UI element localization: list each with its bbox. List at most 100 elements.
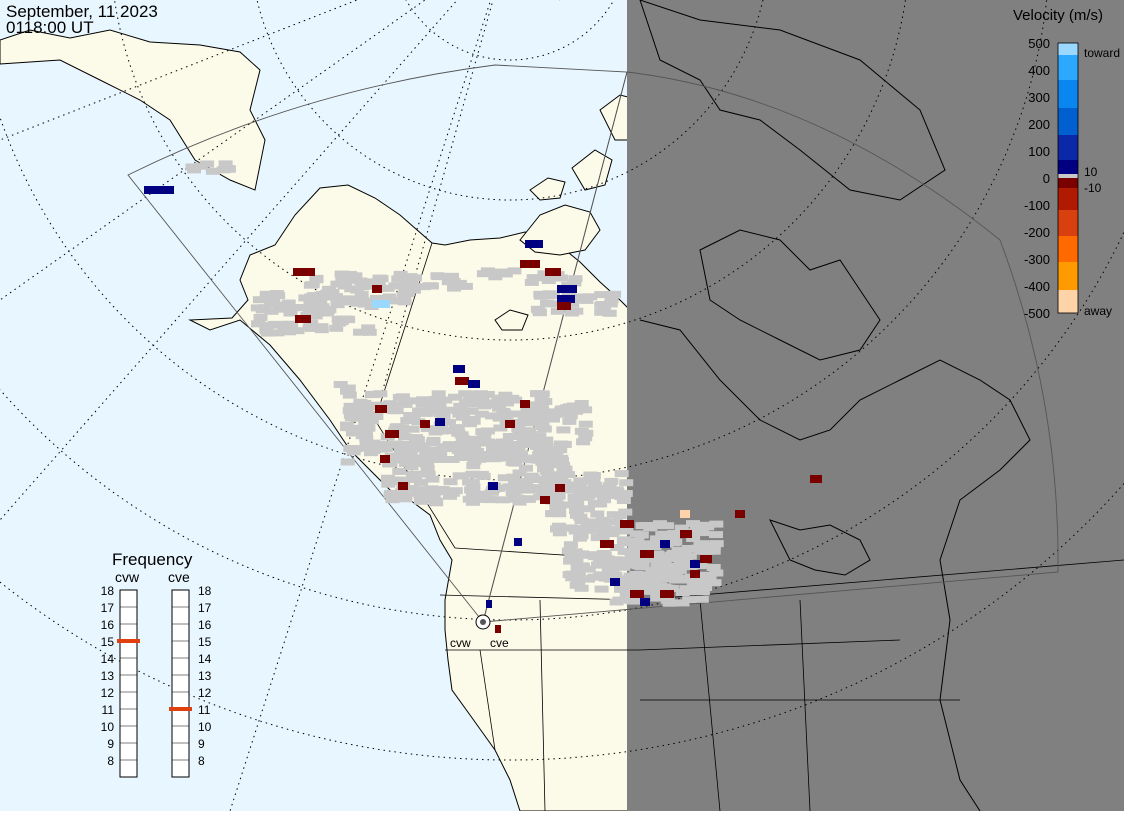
ground-scatter-cell	[376, 442, 391, 450]
ground-scatter-cell	[522, 441, 537, 448]
ground-scatter-cell	[384, 452, 399, 460]
ground-scatter-cell	[530, 406, 545, 414]
ground-scatter-cell	[408, 397, 422, 405]
ground-scatter-cell	[630, 580, 645, 588]
ground-scatter-cell	[185, 163, 200, 171]
velocity-legend: Velocity (m/s) 500 400 300 200 100 0 -100 -200 -…	[1013, 7, 1120, 321]
ground-scatter-cell	[706, 564, 721, 571]
ground-scatter-cell	[264, 307, 279, 315]
velocity-cell	[680, 530, 692, 538]
ground-scatter-cell	[522, 427, 536, 435]
ground-scatter-cell	[452, 279, 467, 287]
ground-scatter-cell	[393, 270, 408, 278]
ground-scatter-cell	[290, 327, 305, 335]
cve-fov	[482, 71, 1059, 623]
ground-scatter-cell	[674, 547, 689, 555]
ground-scatter-cell	[374, 275, 389, 283]
ground-scatter-cell	[523, 484, 538, 492]
velocity-cell	[735, 510, 745, 518]
ground-scatter-cell	[351, 408, 366, 415]
ground-scatter-cell	[532, 441, 547, 449]
ground-scatter-cell	[304, 319, 319, 327]
ground-scatter-cell	[571, 574, 585, 582]
color-bar-segment	[1058, 174, 1078, 178]
velocity-cell	[700, 555, 712, 563]
ground-scatter-cell	[466, 400, 481, 408]
ground-scatter-cell	[455, 434, 470, 442]
ground-scatter-cell	[282, 304, 297, 312]
ground-scatter-cell	[524, 278, 539, 286]
ground-scatter-cell	[709, 569, 724, 577]
ground-scatter-cell	[385, 496, 400, 504]
ground-scatter-cell	[511, 425, 526, 433]
ground-scatter-cell	[416, 396, 430, 404]
ground-scatter-cell	[342, 391, 357, 399]
ground-scatter-cell	[583, 293, 598, 301]
ground-scatter-cell	[313, 297, 328, 304]
frequency-tick-label: 11	[198, 703, 211, 717]
ground-scatter-cell	[531, 456, 546, 464]
velocity-tick-label: -400	[1024, 279, 1050, 294]
ground-scatter-cell	[452, 472, 467, 480]
ground-scatter-cell	[414, 478, 429, 486]
ground-scatter-cell	[594, 585, 609, 593]
ground-scatter-cell	[391, 275, 406, 283]
ground-scatter-cell	[485, 412, 499, 420]
radar-site	[475, 614, 491, 630]
ground-scatter-cell	[512, 469, 527, 477]
ground-scatter-cell	[340, 458, 355, 466]
velocity-cell	[455, 377, 469, 385]
ground-scatter-cell	[574, 427, 589, 435]
ground-scatter-cell	[619, 479, 634, 487]
frequency-tick-label: 9	[198, 737, 205, 751]
velocity-tick-label: 100	[1028, 144, 1050, 159]
ground-scatter-cell	[653, 520, 667, 528]
velocity-color-bar	[1057, 42, 1079, 314]
ground-scatter-cell	[590, 534, 605, 542]
ground-scatter-cell	[406, 471, 420, 479]
ground-scatter-cell	[702, 575, 717, 583]
ground-scatter-cell	[368, 410, 382, 418]
radar-fields-of-view	[127, 64, 1059, 623]
color-bar-segment	[1058, 236, 1078, 262]
ground-scatter-cell	[651, 540, 665, 548]
velocity-cell	[495, 625, 501, 633]
ground-scatter-cell	[649, 535, 664, 543]
ground-scatter-cell	[514, 450, 528, 458]
frequency-tick-label: 18	[198, 584, 212, 598]
ground-scatter-cell	[350, 286, 365, 294]
ground-scatter-cell	[665, 539, 680, 546]
ground-scatter-cell	[669, 576, 684, 584]
ground-scatter-cell	[570, 294, 585, 302]
velocity-cell	[488, 482, 498, 490]
ground-scatter-cell	[325, 288, 340, 296]
ground-scatter-cell	[359, 444, 374, 452]
velocity-tick-label: 300	[1028, 90, 1050, 105]
ground-scatter-cell	[512, 429, 527, 437]
ground-scatter-cell	[552, 529, 567, 537]
frequency-tick-label: 15	[198, 635, 212, 649]
cvw-fov	[127, 64, 628, 623]
frequency-tick-label: 12	[198, 686, 212, 700]
ground-scatter-cell	[438, 396, 453, 404]
velocity-cell	[293, 268, 315, 276]
ground-scatter-cell	[519, 464, 533, 472]
ground-scatter-cell	[302, 305, 317, 313]
ground-scatter-cell	[663, 562, 678, 570]
ground-scatter-cell	[506, 473, 521, 481]
ground-scatter-cell	[629, 530, 644, 538]
velocity-cell	[380, 455, 390, 463]
ground-scatter-cell	[495, 496, 510, 504]
ground-scatter-cell	[665, 569, 680, 577]
ground-scatter-cell	[393, 446, 408, 454]
ground-scatter-cell	[445, 456, 460, 463]
ground-scatter-cell	[602, 482, 617, 490]
ground-scatter-cell	[475, 428, 490, 436]
velocity-cell	[385, 430, 399, 438]
ground-scatter-cell	[660, 522, 675, 530]
ground-scatter-cell	[565, 309, 579, 317]
ground-scatter-cell	[604, 296, 619, 304]
ground-scatter-cell	[359, 278, 374, 286]
ground-scatter-cell	[420, 425, 435, 433]
ground-scatter-cell	[270, 329, 285, 337]
